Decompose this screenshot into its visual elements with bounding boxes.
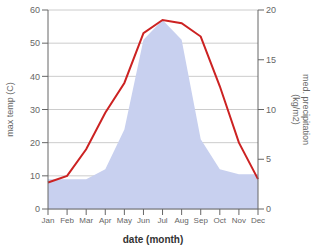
svg-text:Jun: Jun: [137, 216, 150, 225]
svg-text:Feb: Feb: [60, 216, 74, 225]
svg-text:max temp (C): max temp (C): [8, 82, 15, 137]
svg-text:5: 5: [266, 154, 271, 164]
svg-text:Nov: Nov: [232, 216, 246, 225]
svg-text:10: 10: [30, 171, 40, 181]
svg-text:10: 10: [266, 105, 276, 115]
svg-text:Jul: Jul: [157, 216, 167, 225]
svg-text:Oct: Oct: [214, 216, 227, 225]
svg-text:20: 20: [266, 5, 276, 15]
svg-text:20: 20: [30, 138, 40, 148]
svg-text:0: 0: [266, 204, 271, 214]
svg-text:50: 50: [30, 38, 40, 48]
svg-text:30: 30: [30, 105, 40, 115]
svg-text:60: 60: [30, 5, 40, 15]
svg-text:med. precipitation(kg/m2): med. precipitation(kg/m2): [291, 74, 310, 145]
svg-text:0: 0: [35, 204, 40, 214]
svg-text:Apr: Apr: [99, 216, 112, 225]
svg-text:Aug: Aug: [175, 216, 189, 225]
svg-text:Sep: Sep: [194, 216, 209, 225]
svg-text:date (month): date (month): [123, 234, 184, 245]
svg-text:Mar: Mar: [79, 216, 93, 225]
svg-text:May: May: [117, 216, 132, 225]
svg-text:Jan: Jan: [42, 216, 55, 225]
svg-text:Dec: Dec: [251, 216, 265, 225]
svg-text:15: 15: [266, 55, 276, 65]
svg-text:40: 40: [30, 72, 40, 82]
